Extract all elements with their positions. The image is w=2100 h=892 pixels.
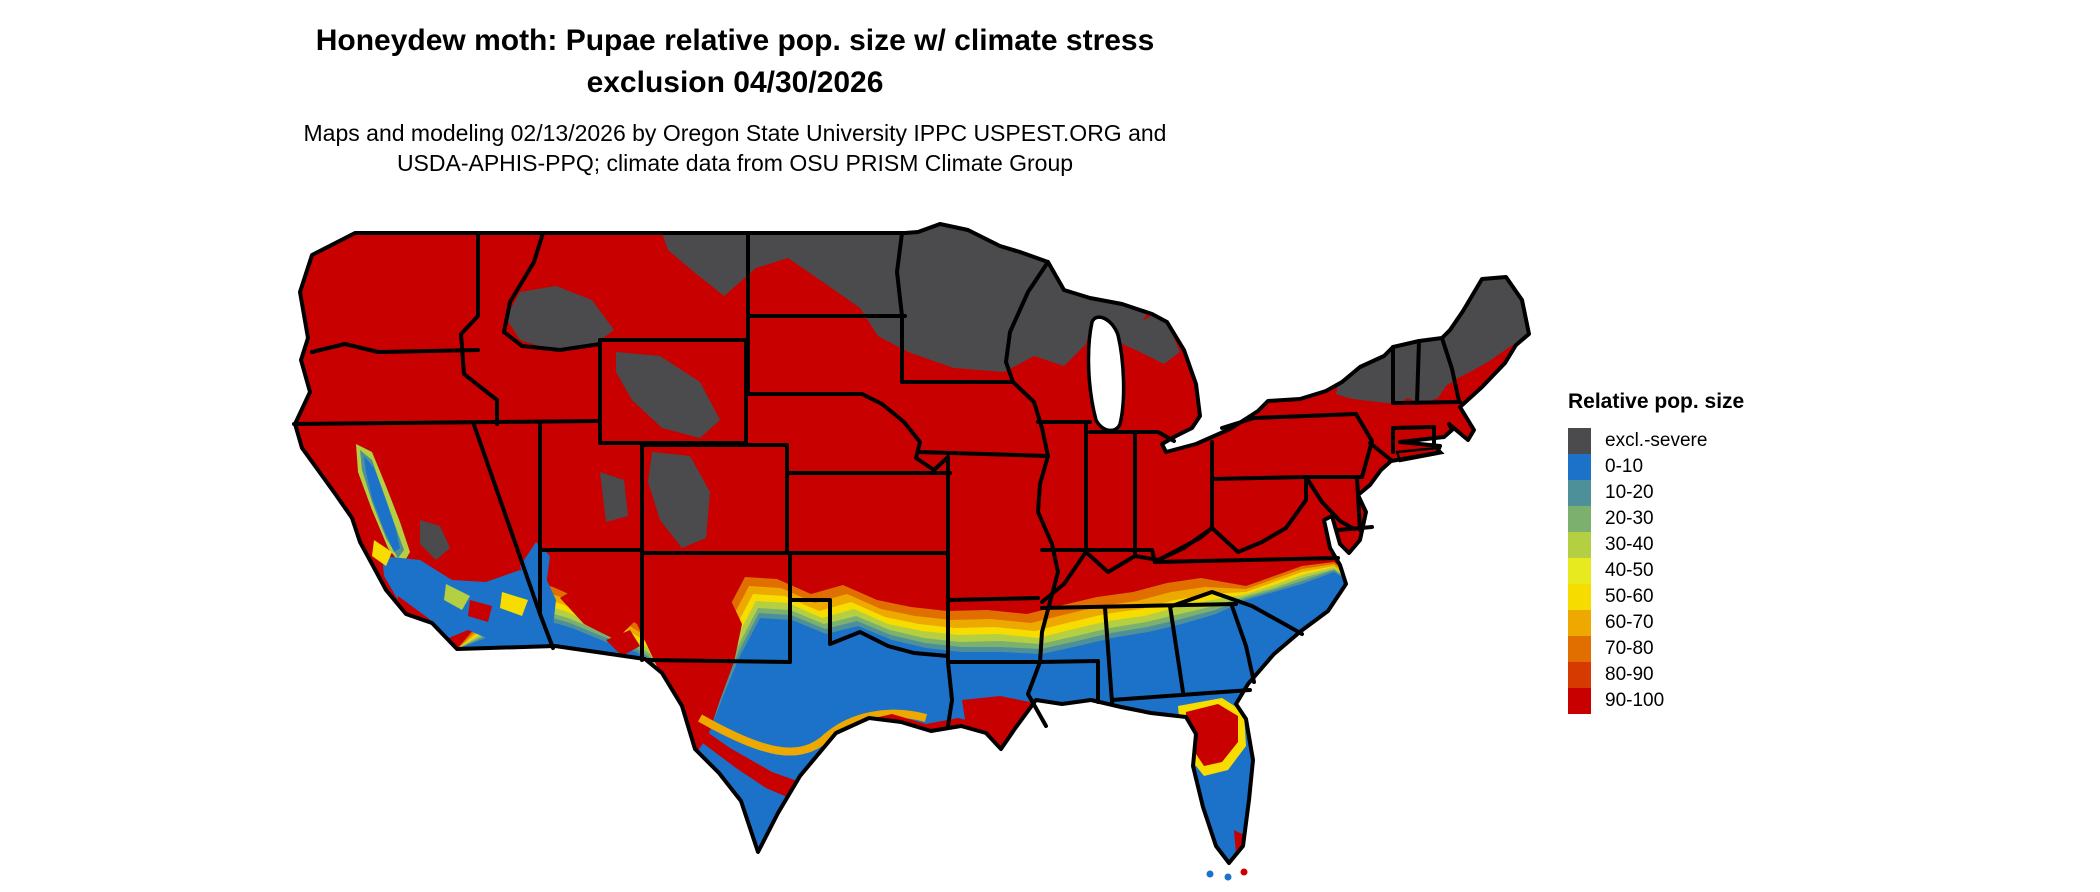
florida-key-1 <box>1206 870 1214 878</box>
legend-label: 30-40 <box>1605 534 1654 555</box>
title-line-2: exclusion 04/30/2026 <box>586 66 884 99</box>
legend-entry: 90-100 <box>1568 688 1744 714</box>
legend-entry: excl.-severe <box>1568 428 1744 454</box>
lake-michigan <box>1086 315 1126 433</box>
title-line-1: Honeydew moth: Pupae relative pop. size … <box>315 24 1155 57</box>
red-north-florida <box>1186 704 1238 766</box>
legend-entry: 80-90 <box>1568 662 1744 688</box>
legend-entry: 0-10 <box>1568 454 1744 480</box>
legend-label: 60-70 <box>1605 612 1654 633</box>
legend-swatch <box>1568 480 1591 506</box>
legend-label: 10-20 <box>1605 482 1654 503</box>
legend-swatch <box>1568 506 1591 532</box>
legend-entry: 10-20 <box>1568 480 1744 506</box>
gray-wyoming-mtns <box>616 352 720 438</box>
legend-rows: excl.-severe 0-10 10-20 20-30 30-40 40-50 50-6… <box>1568 428 1744 714</box>
legend-title: Relative pop. size <box>1568 390 1745 413</box>
legend-swatch <box>1568 584 1591 610</box>
legend-swatch <box>1568 428 1591 454</box>
gray-north-region <box>662 224 1148 372</box>
legend-label: 90-100 <box>1605 690 1665 711</box>
legend-entry: 40-50 <box>1568 558 1744 584</box>
legend-swatch <box>1568 636 1591 662</box>
legend-entry: 60-70 <box>1568 610 1744 636</box>
legend-swatch <box>1568 532 1591 558</box>
legend-entry: 50-60 <box>1568 584 1744 610</box>
green-ca-speck <box>444 584 470 610</box>
yellow-ca-speck-1 <box>372 540 392 566</box>
yellow-ca-speck-2 <box>500 592 528 616</box>
red-arizona-mogollon <box>560 574 640 640</box>
legend-entry: 70-80 <box>1568 636 1744 662</box>
map-legend: Relative pop. size excl.-severe 0-10 10-20… <box>1568 390 1744 714</box>
legend-label: 0-10 <box>1605 456 1644 477</box>
gray-idaho-montana-mtns <box>506 286 614 350</box>
gray-colorado-mtns <box>648 452 710 548</box>
red-arizona-southeast <box>606 630 640 656</box>
red-west-texas-wedge <box>646 560 742 752</box>
legend-entry: 20-30 <box>1568 506 1744 532</box>
gray-sierra <box>420 520 450 560</box>
state-borders <box>292 231 1462 728</box>
map-raster-layers <box>295 224 1529 863</box>
page-subtitle: Maps and modeling 02/13/2026 by Oregon S… <box>160 118 1310 178</box>
subtitle-line-1: Maps and modeling 02/13/2026 by Oregon S… <box>303 120 1167 146</box>
florida-key-2 <box>1224 873 1232 881</box>
florida-key-3 <box>1240 868 1248 876</box>
gulf-orange-fringe <box>698 709 928 756</box>
legend-swatch <box>1568 662 1591 688</box>
legend-entry: 30-40 <box>1568 532 1744 558</box>
conus-outline <box>293 222 1531 865</box>
legend-swatch <box>1568 558 1591 584</box>
legend-label: 70-80 <box>1605 638 1654 659</box>
legend-label: 20-30 <box>1605 508 1654 529</box>
legend-swatch <box>1568 454 1591 480</box>
legend-label: 80-90 <box>1605 664 1654 685</box>
legend-swatch <box>1568 610 1591 636</box>
legend-label: 40-50 <box>1605 560 1654 581</box>
page-title: Honeydew moth: Pupae relative pop. size … <box>160 20 1310 104</box>
subtitle-line-2: USDA-APHIS-PPQ; climate data from OSU PR… <box>396 150 1074 176</box>
red-desert-blob <box>468 600 492 622</box>
legend-label: 50-60 <box>1605 586 1654 607</box>
central-valley-core <box>364 456 400 552</box>
legend-swatch <box>1568 688 1591 714</box>
gray-utah-mtns <box>600 472 628 522</box>
legend-label: excl.-severe <box>1605 430 1708 451</box>
